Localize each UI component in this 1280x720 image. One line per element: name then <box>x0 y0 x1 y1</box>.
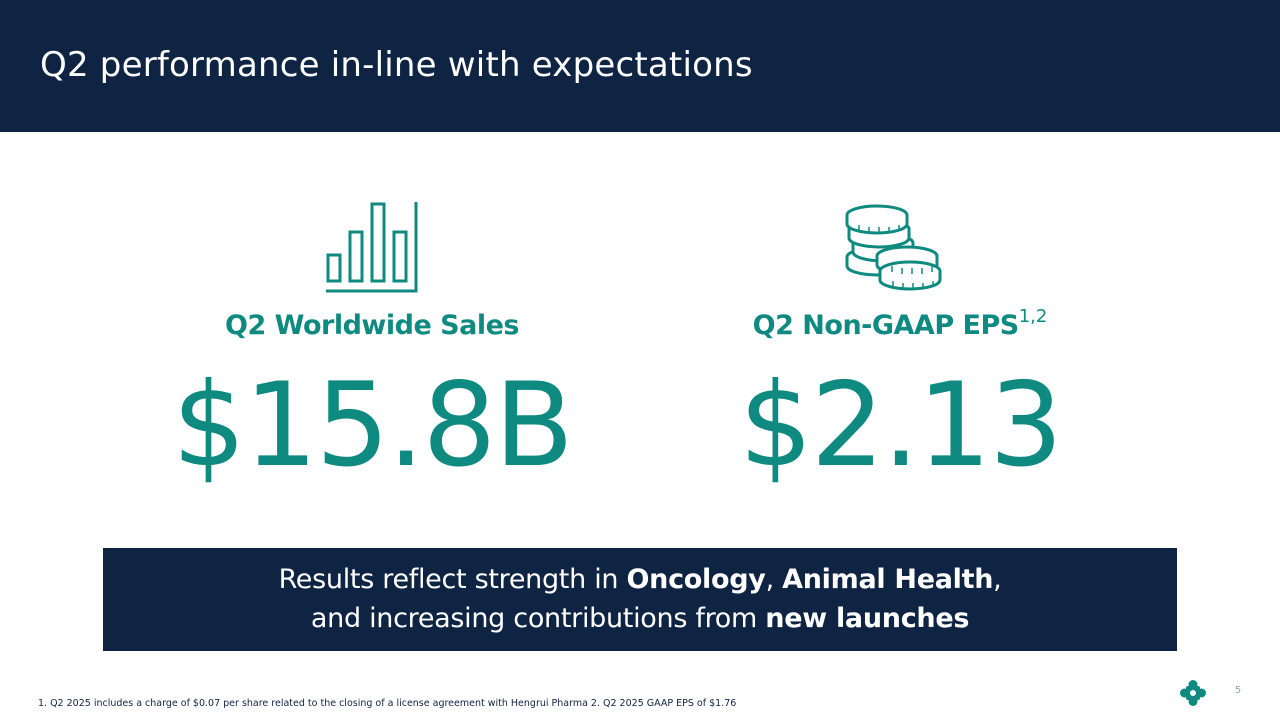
summary-text: Results reflect strength in <box>278 564 627 595</box>
bar-chart-icon <box>326 202 418 293</box>
company-logo-icon <box>1180 680 1206 706</box>
metric-value: $15.8B <box>172 358 574 493</box>
coins-icon <box>845 204 942 291</box>
metric-worldwide-sales: Q2 Worldwide Sales $15.8B <box>72 200 672 493</box>
metric-label: Q2 Non-GAAP EPS1,2 <box>600 306 1200 346</box>
metric-label-text: Q2 Non-GAAP EPS <box>752 310 1020 341</box>
page-number: 5 <box>1234 685 1242 696</box>
metric-label: Q2 Worldwide Sales <box>72 306 672 346</box>
summary-text: , <box>765 564 783 595</box>
footnote: 1. Q2 2025 includes a charge of $0.07 pe… <box>38 698 737 709</box>
summary-emphasis: Oncology <box>626 564 766 595</box>
summary-line-1: Results reflect strength in Oncology, An… <box>103 560 1177 599</box>
summary-text: and increasing contributions from <box>310 603 766 634</box>
metric-value: $2.13 <box>738 358 1063 493</box>
title-bar: Q2 performance in-line with expectations <box>0 0 1280 132</box>
summary-text: , <box>993 564 1002 595</box>
summary-emphasis: new launches <box>765 603 970 634</box>
footnote-reference: 1,2 <box>1018 306 1048 327</box>
metric-label-text: Q2 Worldwide Sales <box>225 310 519 341</box>
slide-title: Q2 performance in-line with expectations <box>40 45 753 85</box>
summary-emphasis: Animal Health <box>782 564 994 595</box>
metric-non-gaap-eps: Q2 Non-GAAP EPS1,2 $2.13 <box>600 200 1200 493</box>
summary-banner: Results reflect strength in Oncology, An… <box>103 548 1177 651</box>
summary-line-2: and increasing contributions from new la… <box>103 599 1177 638</box>
